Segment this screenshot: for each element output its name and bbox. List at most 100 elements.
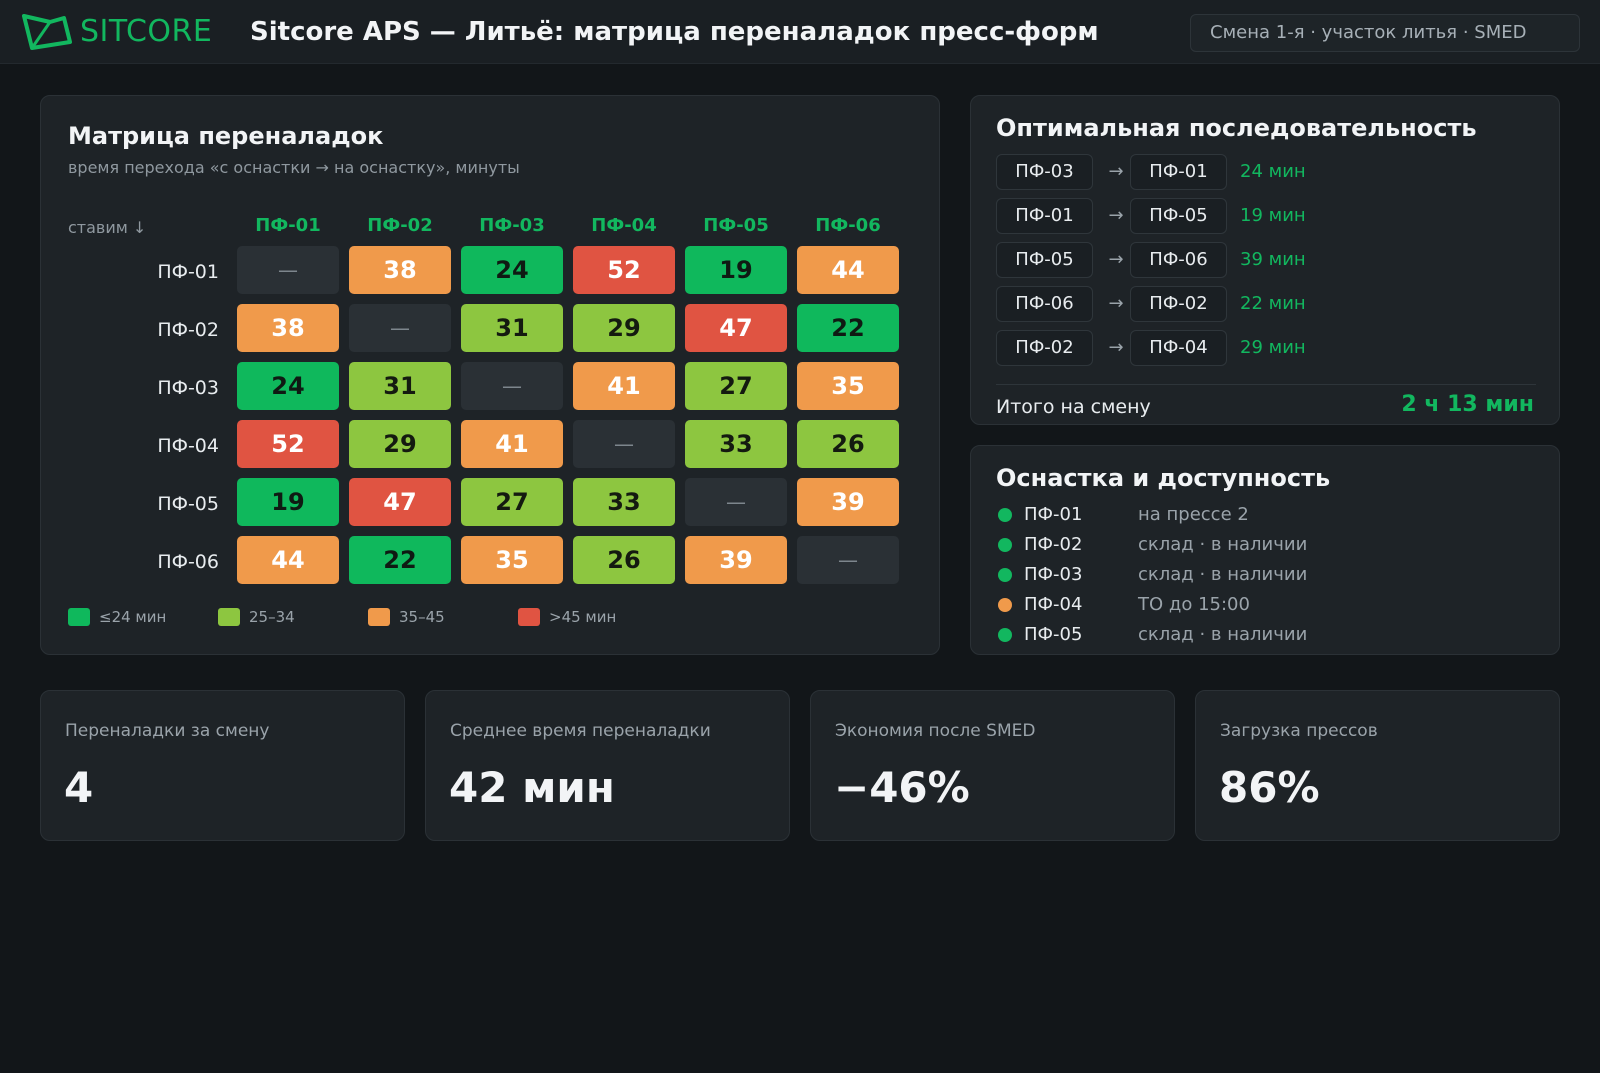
kpi-label: Среднее время переналадки bbox=[450, 721, 711, 741]
optimal-sequence-card: Оптимальная последовательность ПФ-03 → ПФ-… bbox=[970, 95, 1560, 425]
matrix-cell[interactable]: 35 bbox=[797, 362, 899, 410]
matrix-cell[interactable]: 19 bbox=[685, 246, 787, 294]
shift-badge[interactable]: Смена 1-я · участок литья · SMED bbox=[1190, 14, 1580, 52]
legend-label: >45 мин bbox=[549, 608, 617, 626]
sequence-divider bbox=[996, 384, 1536, 385]
sequence-step-time: 39 мин bbox=[1240, 249, 1306, 270]
matrix-cell[interactable]: 26 bbox=[797, 420, 899, 468]
matrix-row-header: ПФ-02 bbox=[157, 319, 219, 341]
sequence-from-mold: ПФ-06 bbox=[996, 286, 1093, 322]
sequence-step-time: 19 мин bbox=[1240, 205, 1306, 226]
sequence-from-mold: ПФ-01 bbox=[996, 198, 1093, 234]
matrix-cell[interactable]: 26 bbox=[573, 536, 675, 584]
legend-swatch bbox=[218, 608, 240, 626]
kpi-label: Загрузка прессов bbox=[1220, 721, 1378, 741]
legend-swatch bbox=[68, 608, 90, 626]
matrix-cell: — bbox=[797, 536, 899, 584]
matrix-cell[interactable]: 38 bbox=[237, 304, 339, 352]
matrix-cell[interactable]: 24 bbox=[237, 362, 339, 410]
tooling-item[interactable]: ПФ-04 ТО до 15:00 bbox=[996, 593, 1556, 617]
matrix-cell[interactable]: 29 bbox=[349, 420, 451, 468]
tooling-item[interactable]: ПФ-02 склад · в наличии bbox=[996, 533, 1556, 557]
sequence-from-mold: ПФ-03 bbox=[996, 154, 1093, 190]
matrix-cell: — bbox=[573, 420, 675, 468]
matrix-cell[interactable]: 47 bbox=[685, 304, 787, 352]
matrix-cell[interactable]: 52 bbox=[573, 246, 675, 294]
changeover-matrix-card: Матрица переналадок время перехода «с ос… bbox=[40, 95, 940, 655]
status-dot-icon bbox=[998, 568, 1012, 582]
matrix-cell[interactable]: 41 bbox=[461, 420, 563, 468]
tooling-name: ПФ-05 bbox=[1024, 624, 1083, 645]
status-dot-icon bbox=[998, 538, 1012, 552]
matrix-column-header: ПФ-04 bbox=[591, 215, 657, 236]
matrix-cell: — bbox=[685, 478, 787, 526]
kpi-label: Переналадки за смену bbox=[65, 721, 270, 741]
kpi-value: 4 bbox=[64, 763, 94, 812]
arrow-right-icon: → bbox=[1108, 161, 1124, 182]
matrix-column-header: ПФ-06 bbox=[815, 215, 881, 236]
matrix-cell[interactable]: 41 bbox=[573, 362, 675, 410]
legend-swatch bbox=[368, 608, 390, 626]
legend-swatch bbox=[518, 608, 540, 626]
status-dot-icon bbox=[998, 508, 1012, 522]
tooling-status: склад · в наличии bbox=[1138, 624, 1308, 645]
matrix-row-header: ПФ-01 bbox=[157, 261, 219, 283]
kpi-card: Экономия после SMED −46% bbox=[810, 690, 1175, 841]
matrix-cell: — bbox=[349, 304, 451, 352]
app-title: Sitcore APS — Литьё: матрица переналадок… bbox=[250, 17, 1099, 47]
matrix-cell[interactable]: 24 bbox=[461, 246, 563, 294]
tooling-item[interactable]: ПФ-03 склад · в наличии bbox=[996, 563, 1556, 587]
matrix-cell[interactable]: 38 bbox=[349, 246, 451, 294]
matrix-cell[interactable]: 44 bbox=[237, 536, 339, 584]
tooling-name: ПФ-03 bbox=[1024, 564, 1083, 585]
matrix-cell[interactable]: 44 bbox=[797, 246, 899, 294]
matrix-cell: — bbox=[237, 246, 339, 294]
legend-item: ≤24 мин bbox=[68, 607, 166, 627]
matrix-corner-label: ставим ↓ bbox=[68, 218, 147, 237]
status-dot-icon bbox=[998, 598, 1012, 612]
matrix-cell[interactable]: 22 bbox=[349, 536, 451, 584]
matrix-cell[interactable]: 39 bbox=[797, 478, 899, 526]
tooling-name: ПФ-01 bbox=[1024, 504, 1083, 525]
sequence-title: Оптимальная последовательность bbox=[996, 114, 1477, 142]
legend-item: >45 мин bbox=[518, 607, 616, 627]
kpi-value: 42 мин bbox=[449, 763, 615, 812]
matrix-cell[interactable]: 33 bbox=[685, 420, 787, 468]
sequence-total-label: Итого на смену bbox=[996, 396, 1151, 418]
tooling-status: ТО до 15:00 bbox=[1138, 594, 1250, 615]
logo[interactable]: SITCORE bbox=[20, 12, 212, 52]
kpi-label: Экономия после SMED bbox=[835, 721, 1036, 741]
legend-item: 25–34 bbox=[218, 607, 295, 627]
sequence-to-mold: ПФ-01 bbox=[1130, 154, 1227, 190]
matrix-cell[interactable]: 35 bbox=[461, 536, 563, 584]
matrix-title: Матрица переналадок bbox=[68, 122, 384, 150]
sequence-to-mold: ПФ-04 bbox=[1130, 330, 1227, 366]
kpi-card: Загрузка прессов 86% bbox=[1195, 690, 1560, 841]
sitcore-logo-icon bbox=[22, 14, 72, 50]
matrix-cell[interactable]: 29 bbox=[573, 304, 675, 352]
tooling-status: склад · в наличии bbox=[1138, 534, 1308, 555]
matrix-cell[interactable]: 39 bbox=[685, 536, 787, 584]
matrix-cell[interactable]: 52 bbox=[237, 420, 339, 468]
matrix-cell[interactable]: 22 bbox=[797, 304, 899, 352]
matrix-cell[interactable]: 19 bbox=[237, 478, 339, 526]
kpi-card: Среднее время переналадки 42 мин bbox=[425, 690, 790, 841]
kpi-value: −46% bbox=[834, 763, 970, 812]
arrow-right-icon: → bbox=[1108, 249, 1124, 270]
matrix-cell[interactable]: 47 bbox=[349, 478, 451, 526]
sequence-from-mold: ПФ-02 bbox=[996, 330, 1093, 366]
matrix-cell[interactable]: 33 bbox=[573, 478, 675, 526]
sequence-total-value: 2 ч 13 мин bbox=[1401, 392, 1534, 417]
sequence-step-time: 24 мин bbox=[1240, 161, 1306, 182]
tooling-title: Оснастка и доступность bbox=[996, 464, 1331, 492]
matrix-cell[interactable]: 27 bbox=[461, 478, 563, 526]
matrix-column-header: ПФ-01 bbox=[255, 215, 321, 236]
tooling-item[interactable]: ПФ-05 склад · в наличии bbox=[996, 623, 1556, 647]
matrix-cell[interactable]: 31 bbox=[349, 362, 451, 410]
matrix-cell[interactable]: 27 bbox=[685, 362, 787, 410]
tooling-item[interactable]: ПФ-01 на прессе 2 bbox=[996, 503, 1556, 527]
matrix-cell[interactable]: 31 bbox=[461, 304, 563, 352]
matrix-row-header: ПФ-06 bbox=[157, 551, 219, 573]
kpi-value: 86% bbox=[1219, 763, 1320, 812]
